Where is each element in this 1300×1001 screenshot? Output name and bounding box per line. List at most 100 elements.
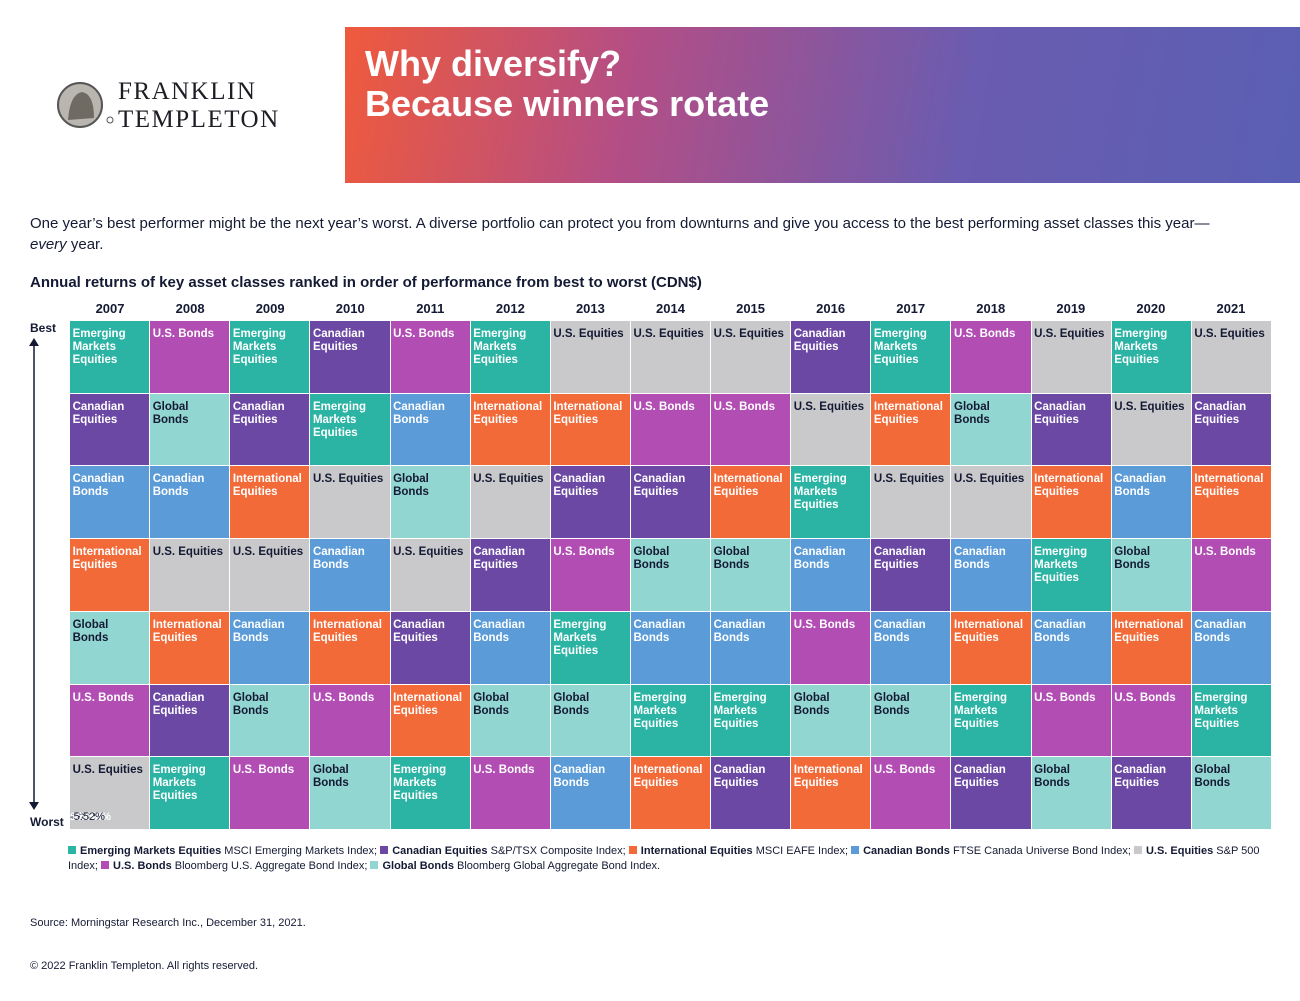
cell-value: 16.61% [70, 811, 108, 823]
legend-item: U.S. Equities S&P 500 Index; [68, 845, 1260, 872]
cell: Global Bonds -7.15% [70, 611, 150, 823]
cell-asset: International Equities [954, 618, 1024, 644]
cell: Canadian Equities -8.32% [70, 757, 791, 829]
cell-asset: Emerging Markets Equities [713, 691, 767, 730]
cell-value: 9.06% [70, 811, 102, 823]
cell-asset: Emerging Markets Equities [1034, 546, 1088, 585]
cell-asset: Canadian Equities [1194, 400, 1247, 426]
cell-asset: Global Bonds [1194, 764, 1231, 790]
cell: U.S. Equities 13.43% [70, 466, 550, 823]
cell-value: -6.52% [70, 811, 105, 823]
cell-value: 7.28% [70, 811, 102, 823]
cell: Canadian Equities 17.61% [70, 321, 390, 823]
cell-value: 5.62% [70, 811, 102, 823]
cell-value: 6.38% [70, 811, 102, 823]
cell-asset: U.S. Equities [1114, 400, 1185, 413]
cell-asset: Global Bonds [393, 473, 429, 499]
cell-asset: Global Bonds [1114, 546, 1151, 572]
cell: Canadian Equities 25.09% [70, 393, 1271, 823]
cell-asset: Canadian Equities [873, 546, 926, 572]
cell-asset: Emerging Markets Equities [393, 764, 447, 803]
worst-label: Worst [30, 815, 64, 829]
cell-value: 8.09% [70, 811, 102, 823]
cell-value: 7.70% [70, 811, 102, 823]
cell-value: 8.26% [70, 811, 102, 823]
cell: U.S. Bonds 20.59% [70, 393, 791, 823]
cell-value: 16.15% [70, 811, 108, 823]
best-label: Best [30, 321, 57, 335]
cell: International Equities -5.55% [70, 611, 1031, 823]
cell-asset: Canadian Equities [393, 618, 445, 644]
cell-value: 8.79% [70, 811, 102, 823]
cell-value: -2.00% [70, 811, 105, 823]
legend-item: Canadian Bonds FTSE Canada Universe Bond… [851, 845, 1131, 857]
cell-asset: U.S. Equities [72, 764, 143, 777]
cell: Canadian Bonds 3.68% [70, 466, 150, 823]
cell-asset: International Equities [232, 473, 302, 499]
cell-asset: Global Bonds [633, 546, 670, 572]
cell-value: 20.59% [70, 811, 108, 823]
legend-swatch [628, 846, 637, 854]
intro-text: year. [66, 236, 104, 253]
cell-value: 6.42% [70, 811, 102, 823]
cell-value: -2.38% [70, 811, 105, 823]
cell-value: 22.88% [70, 811, 108, 823]
cell-asset: Emerging Markets Equities [312, 400, 366, 439]
cell: Canadian Equities 10.55% [70, 466, 711, 823]
legend-item: Emerging Markets Equities MSCI Emerging … [68, 845, 377, 857]
year-label: 2016 [816, 301, 846, 316]
cell-value: 1.41% [70, 811, 102, 823]
cell-value: 2.42% [70, 811, 102, 823]
cell-asset: Emerging Markets Equities [793, 473, 847, 512]
cell: Canadian Equities -8.89% [70, 757, 1031, 829]
cell: Canadian Bonds 1.66% [70, 539, 871, 823]
cell-asset: Canadian Equities [553, 473, 606, 499]
cell: Canadian Bonds 8.79% [70, 611, 711, 823]
cell-asset: International Equities [1194, 473, 1264, 499]
cell-value: 24.84% [70, 811, 108, 823]
cell-asset: International Equities [553, 400, 623, 426]
source: Source: Morningstar Research Inc., Decem… [30, 917, 306, 929]
cell-asset: U.S. Bonds [873, 764, 936, 777]
logo-text: FRANKLIN [118, 78, 257, 105]
cell-asset: International Equities [152, 618, 222, 644]
cell-value: 10.82% [70, 811, 108, 823]
cell-asset: Canadian Bonds [873, 618, 926, 644]
cell-value: 7.39% [70, 811, 102, 823]
cell: Global Bonds 0.34% [70, 684, 951, 823]
cell-value: 9.83% [70, 811, 102, 823]
cell-value: -5.32% [70, 811, 105, 823]
cell: Canadian Equities 12.99% [70, 466, 630, 823]
cell: U.S. Bonds 4.55% [70, 539, 630, 823]
cell-value: -5.55% [70, 811, 105, 823]
cell-value: 13.43% [70, 811, 108, 823]
cell-value: 23.93% [70, 811, 108, 823]
cell-value: 3.22% [70, 811, 102, 823]
cell-value: 4.55% [70, 811, 102, 823]
cell-asset: Emerging Markets Equities [954, 691, 1008, 730]
cell: U.S. Equities 4.64% [70, 539, 470, 823]
cell: Global Bonds 0.04% [70, 757, 390, 829]
cell-asset: International Equities [713, 473, 783, 499]
legend-index: S&P 500 Index; [68, 845, 1260, 872]
cell-value: 35.05% [70, 811, 108, 823]
cell-value: 5.60% [70, 811, 102, 823]
cell: Canadian Bonds 1.41% [70, 539, 1031, 823]
cell-value: 12.99% [70, 811, 108, 823]
cell-asset: International Equities [72, 546, 142, 572]
cell-asset: Global Bonds [954, 400, 990, 426]
cell-asset: U.S. Bonds [633, 400, 695, 413]
cell: U.S. Bonds 10.51% [70, 321, 470, 823]
cell: Emerging Markets Equities -6.52% [70, 684, 1031, 823]
cell-asset: U.S. Bonds [72, 691, 134, 704]
cell-asset: Canadian Bonds [72, 473, 125, 499]
cell: International Equities -5.32% [70, 539, 150, 823]
year-label: 2007 [95, 301, 125, 316]
cell-value: 16.45% [70, 811, 108, 823]
cell-value: -2.54% [70, 811, 105, 823]
cell-value: 52.03% [70, 811, 108, 823]
cell-asset: Global Bonds [72, 618, 109, 644]
cell: Canadian Bonds 9.67% [70, 393, 470, 823]
cell-value: 17.36% [70, 811, 108, 823]
cell: U.S. Bonds 15.52% [70, 393, 711, 823]
